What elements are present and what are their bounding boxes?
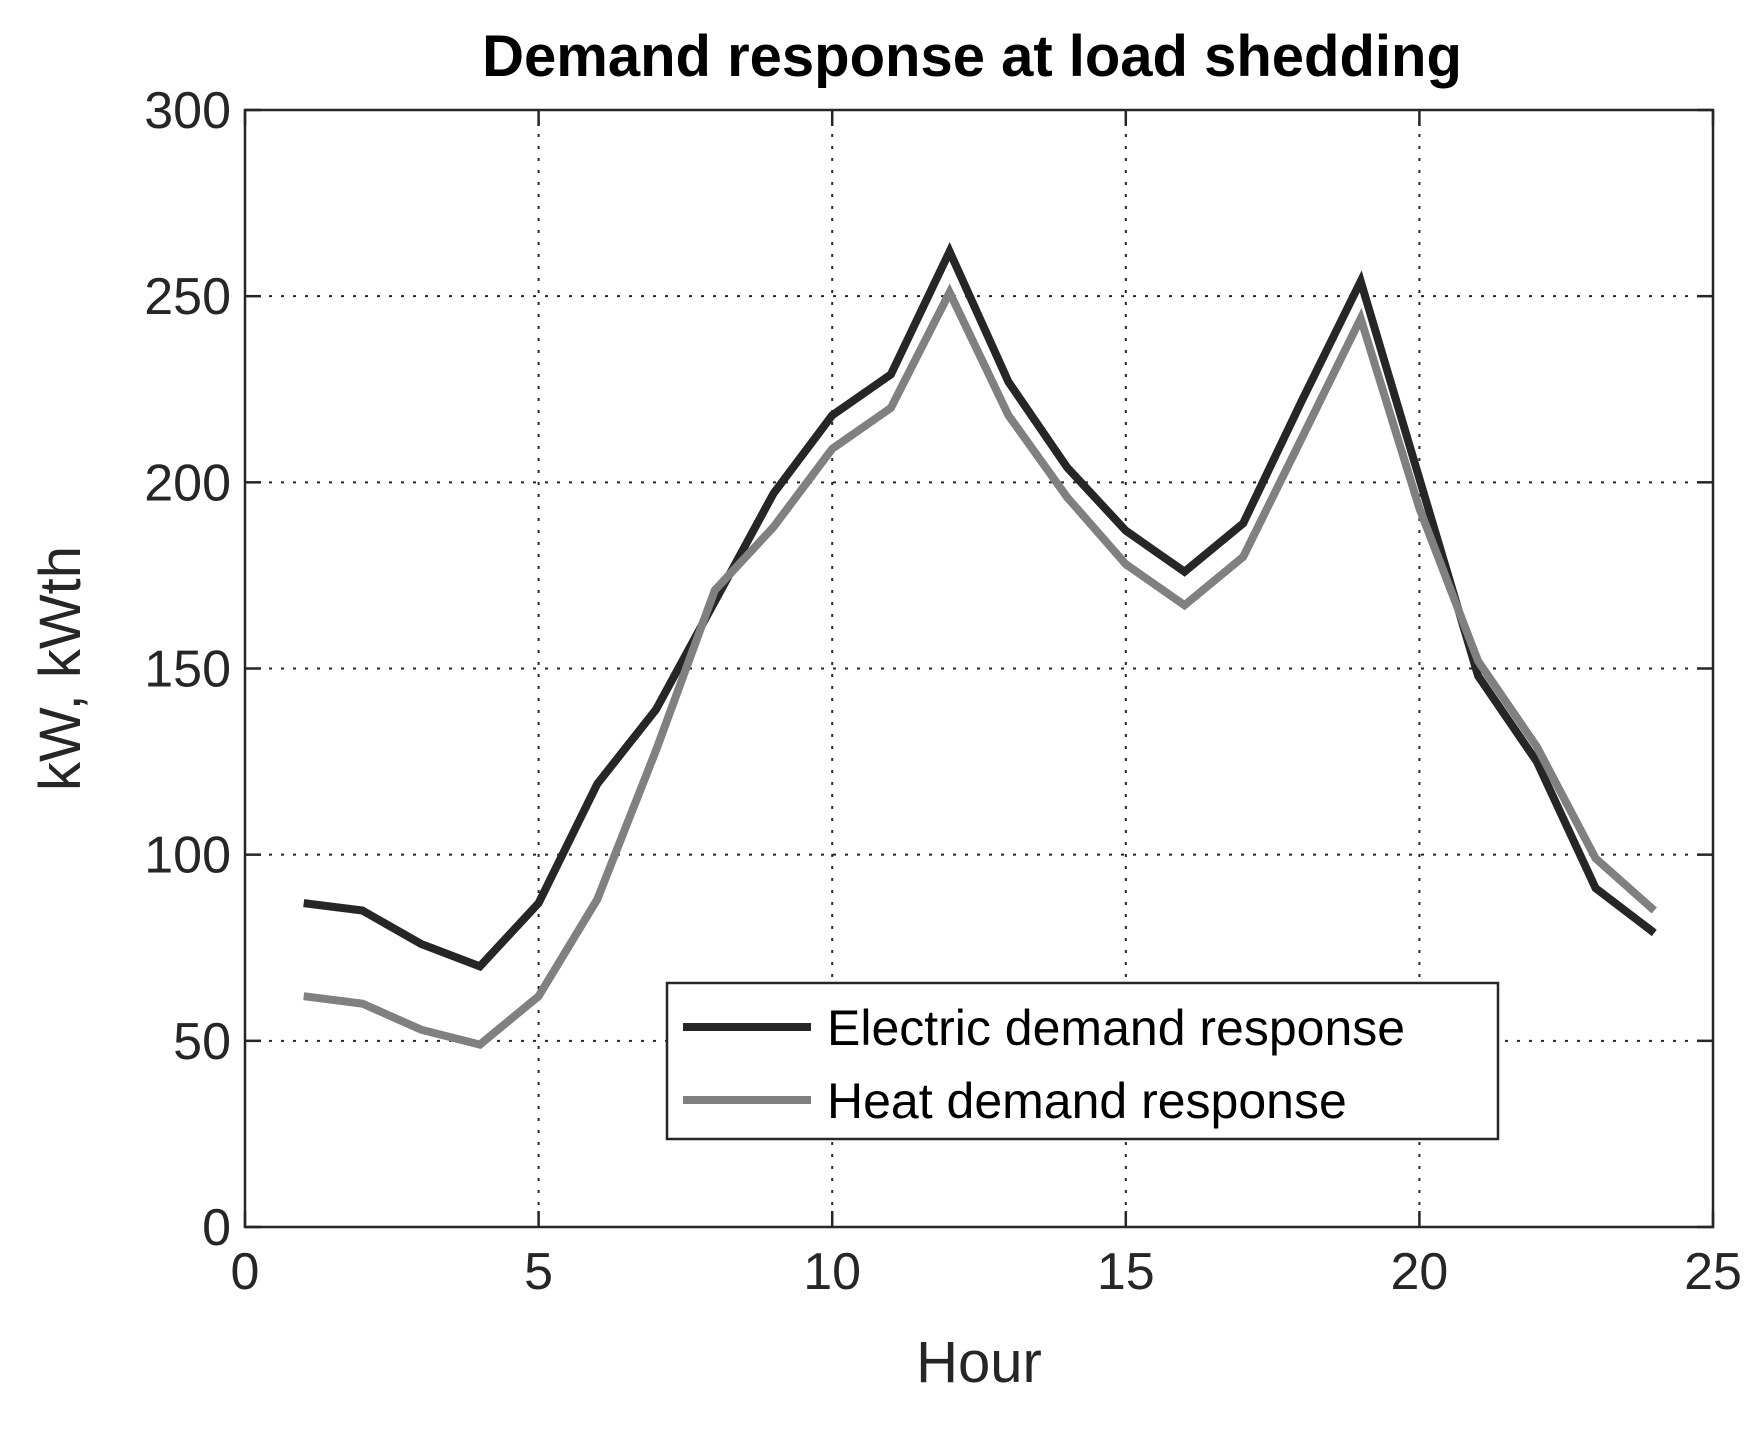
legend: Electric demand response Heat demand res… (665, 981, 1500, 1141)
legend-label-heat: Heat demand response (827, 1073, 1347, 1129)
tick-marks (243, 108, 1715, 1229)
chart-title: Demand response at load shedding (482, 24, 1462, 89)
x-axis-label: Hour (916, 1330, 1042, 1395)
y-tick-label: 300 (144, 82, 231, 140)
legend-box (665, 981, 1500, 1141)
y-tick-label: 250 (144, 268, 231, 326)
y-tick-labels: 0 50 100 150 200 250 300 (144, 82, 231, 1257)
series-lines (303, 242, 1657, 1049)
x-tick-labels: 0 5 10 15 20 25 (231, 1243, 1742, 1301)
x-tick-label: 20 (1390, 1243, 1448, 1301)
y-tick-label: 100 (144, 827, 231, 885)
x-tick-label: 0 (231, 1243, 260, 1301)
y-tick-label: 50 (173, 1013, 231, 1071)
y-axis-label: kW, kWth (28, 546, 93, 791)
legend-label-electric: Electric demand response (827, 1000, 1405, 1056)
y-tick-label: 150 (144, 641, 231, 699)
x-tick-label: 15 (1097, 1243, 1155, 1301)
series-line-electric (303, 242, 1657, 972)
x-tick-label: 5 (524, 1243, 553, 1301)
y-tick-label: 0 (202, 1199, 231, 1257)
x-tick-label: 10 (803, 1243, 861, 1301)
series-line-heat (303, 283, 1657, 1049)
x-tick-label: 25 (1684, 1243, 1742, 1301)
y-tick-label: 200 (144, 454, 231, 512)
